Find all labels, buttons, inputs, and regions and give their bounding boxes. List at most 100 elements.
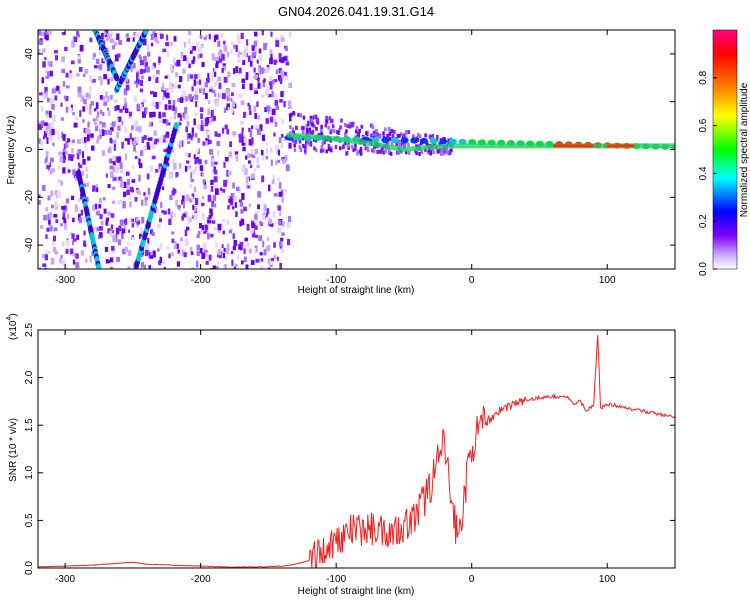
- noise-cell: [327, 143, 331, 148]
- noise-cell: [239, 120, 244, 124]
- noise-cell: [293, 143, 296, 148]
- noise-cell: [95, 58, 100, 64]
- noise-cell: [135, 125, 139, 132]
- noise-cell: [185, 96, 188, 102]
- noise-cell: [102, 197, 106, 201]
- noise-cell: [280, 91, 284, 98]
- noise-cell: [77, 197, 81, 203]
- noise-cell: [217, 92, 221, 98]
- noise-cell: [221, 244, 224, 249]
- noise-cell: [286, 238, 291, 246]
- noise-cell: [54, 200, 58, 208]
- streak-cell: [114, 74, 120, 82]
- noise-cell: [134, 33, 138, 39]
- noise-cell: [214, 131, 218, 137]
- noise-cell: [404, 129, 408, 134]
- noise-cell: [276, 159, 281, 163]
- noise-cell: [250, 148, 254, 154]
- noise-cell: [359, 151, 363, 156]
- noise-cell: [190, 135, 193, 141]
- noise-cell: [445, 150, 449, 155]
- noise-cell: [320, 145, 324, 150]
- colorbar-ticks: 0.0 0.2 0.4 0.6 0.8: [698, 70, 717, 276]
- noise-cell: [280, 142, 284, 148]
- noise-cell: [153, 63, 157, 67]
- noise-cell: [118, 39, 123, 45]
- noise-cell: [109, 257, 114, 263]
- noise-cell: [39, 92, 44, 96]
- noise-cell: [187, 31, 192, 36]
- noise-cell: [250, 173, 255, 179]
- noise-cell: [270, 147, 273, 153]
- noise-cell: [61, 56, 65, 63]
- noise-cell: [244, 46, 249, 54]
- noise-cell: [162, 83, 165, 91]
- noise-cell: [201, 195, 205, 200]
- noise-cell: [177, 84, 181, 89]
- noise-cell: [275, 69, 278, 75]
- noise-cell: [238, 136, 242, 143]
- ridge-cell: [458, 138, 467, 145]
- noise-cell: [277, 149, 281, 156]
- noise-cell: [60, 180, 64, 186]
- noise-cell: [47, 250, 51, 254]
- noise-cell: [147, 237, 150, 245]
- noise-cell: [86, 128, 91, 135]
- noise-cell: [249, 83, 253, 91]
- noise-cell: [53, 246, 57, 253]
- noise-cell: [280, 237, 284, 242]
- noise-cell: [182, 68, 186, 74]
- noise-cell: [168, 105, 172, 110]
- noise-cell: [126, 37, 130, 42]
- noise-cell: [92, 52, 95, 60]
- noise-cell: [396, 150, 399, 155]
- noise-cell: [148, 192, 152, 199]
- noise-cell: [180, 51, 184, 59]
- noise-cell: [193, 154, 196, 159]
- noise-cell: [274, 121, 278, 127]
- noise-cell: [172, 213, 177, 218]
- noise-cell: [199, 107, 204, 113]
- noise-cell: [62, 133, 66, 141]
- noise-cell: [65, 85, 70, 89]
- noise-cell: [248, 110, 252, 116]
- noise-cell: [271, 79, 275, 85]
- noise-cell: [217, 76, 222, 82]
- noise-cell: [193, 79, 196, 87]
- noise-cell: [268, 267, 271, 269]
- noise-cell: [181, 195, 185, 202]
- noise-cell: [122, 105, 125, 111]
- noise-cell: [49, 98, 54, 104]
- noise-cell: [157, 224, 161, 228]
- noise-cell: [265, 142, 268, 146]
- noise-cell: [427, 148, 431, 153]
- noise-cell: [263, 204, 267, 211]
- noise-cell: [261, 94, 265, 98]
- noise-cell: [212, 203, 217, 208]
- noise-cell: [75, 253, 79, 259]
- noise-cell: [124, 138, 128, 142]
- noise-cell: [165, 168, 170, 172]
- y-tick-label: 40: [24, 48, 35, 60]
- noise-cell: [50, 258, 55, 265]
- noise-cell: [125, 171, 130, 176]
- noise-cell: [250, 260, 255, 265]
- noise-cell: [55, 55, 59, 61]
- noise-cell: [104, 129, 108, 135]
- noise-cell: [131, 137, 135, 145]
- noise-cell: [149, 165, 154, 172]
- noise-cell: [254, 90, 258, 95]
- noise-cell: [426, 142, 429, 147]
- noise-cell: [202, 141, 207, 146]
- noise-cell: [121, 228, 126, 234]
- noise-cell: [201, 224, 205, 231]
- noise-cell: [191, 196, 194, 202]
- noise-cell: [184, 152, 189, 156]
- noise-cell: [135, 150, 138, 155]
- noise-cell: [168, 99, 172, 105]
- noise-cell: [119, 177, 123, 184]
- noise-cell: [152, 250, 156, 258]
- x-tick-label: -300: [55, 574, 75, 585]
- noise-cell: [315, 126, 318, 131]
- noise-cell: [106, 66, 110, 71]
